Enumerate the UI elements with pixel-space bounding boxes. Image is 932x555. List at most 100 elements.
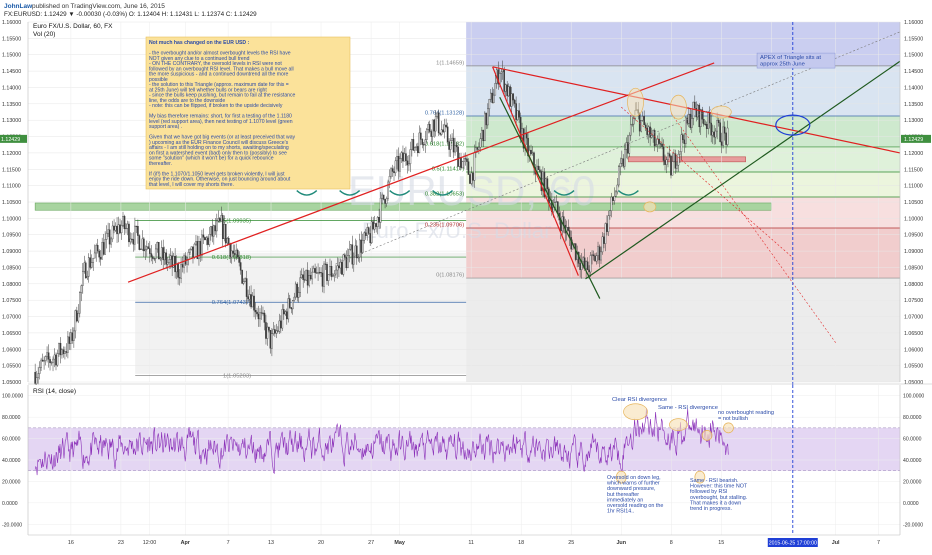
rsi-polyline — [34, 408, 729, 476]
candle-body — [622, 158, 625, 167]
price-axis[interactable]: 1.16000 1.15500 1.15000 1.14500 1.14000 1.135… — [899, 20, 932, 386]
candle-body — [186, 258, 188, 265]
candle-body — [582, 257, 584, 262]
candle-body — [381, 194, 383, 199]
candle-body — [598, 246, 601, 261]
left-last-price-badge — [0, 134, 27, 143]
candle-body — [720, 141, 723, 146]
candle-body — [177, 263, 179, 278]
candle-body — [412, 139, 415, 151]
candle-body — [81, 270, 84, 286]
candle-body — [330, 266, 333, 277]
same-rsi-divergence-label: Same - RSI divergence — [658, 405, 718, 411]
candle-body — [503, 69, 506, 92]
candle-body — [181, 264, 184, 268]
note-line: - the solution to this Triangle (approx.… — [149, 82, 289, 88]
publisher-user[interactable]: JohnLaw — [4, 3, 33, 10]
candle-body — [510, 93, 513, 107]
candle-body — [673, 153, 675, 162]
candle-body — [710, 122, 712, 136]
candle-body — [146, 246, 148, 250]
left-price-tick-label: 1.09500 — [2, 233, 21, 239]
analysis-note[interactable]: Not much has changed on the EUR USD : - t… — [145, 36, 351, 190]
candle-body — [256, 311, 258, 315]
candle-body — [384, 199, 386, 204]
candle-body — [150, 253, 153, 257]
rsi-grid — [28, 383, 932, 535]
candle-body — [443, 124, 446, 133]
candle-body — [670, 155, 672, 176]
watermark-name: Euro Fx/U.S. Dollar — [362, 218, 552, 243]
candle-body — [341, 262, 343, 275]
candle-body — [449, 140, 452, 150]
candle-body — [686, 117, 689, 124]
rsi-highlight-ellipse — [615, 470, 627, 484]
candle-body — [466, 158, 468, 162]
candle-body — [248, 294, 251, 300]
candle-body — [192, 246, 194, 258]
candle-body — [420, 132, 422, 140]
candle-body — [475, 147, 477, 153]
apex-label: approx 25th June — [760, 62, 805, 68]
candle-body — [656, 138, 659, 145]
candle-body — [372, 221, 374, 230]
candle-body — [111, 225, 114, 240]
note-line: My bias therefore remains: short, for fi… — [149, 114, 292, 120]
rsi-band — [28, 427, 900, 471]
fib-level-label: 0.5(1.09935) — [218, 218, 251, 224]
time-tick-label: May — [394, 540, 405, 546]
cup-arc — [553, 190, 575, 196]
candle-body — [446, 126, 449, 143]
candle-body — [165, 252, 167, 265]
candle-body — [208, 234, 211, 245]
note-line: - note: this can be flipped, if broken t… — [149, 103, 283, 109]
volume-indicator-label: Vol (20) — [33, 31, 55, 38]
note-line: Not much has changed on the EUR USD : — [149, 40, 249, 46]
candle-body — [242, 281, 245, 284]
left-price-tick-label: 1.06000 — [2, 347, 21, 353]
candle-body — [606, 223, 608, 232]
candle-body — [211, 226, 214, 237]
candle-body — [291, 300, 294, 310]
rsi-bearish-note: That makes it a down — [690, 500, 741, 506]
rsi-tick-label: 40.0000 — [903, 458, 922, 464]
candle-body — [601, 236, 604, 253]
candle-body — [43, 360, 45, 362]
candle-body — [415, 146, 418, 148]
candle-body — [262, 312, 264, 314]
candle-body — [190, 246, 193, 250]
candle-body — [207, 237, 209, 245]
price-tick-label: 1.06500 — [904, 331, 923, 337]
price-pane: EURUSD, 60 Euro Fx/U.S. Dollar 1(1.14659… — [28, 21, 901, 535]
candle-body — [388, 176, 391, 183]
candle-body — [64, 351, 66, 355]
candle-body — [609, 210, 611, 216]
candle-body — [390, 168, 392, 177]
candle-body — [302, 274, 304, 280]
candle-body — [539, 169, 541, 172]
candle-body — [464, 158, 467, 160]
candle-body — [116, 225, 118, 235]
candle-body — [653, 130, 656, 147]
time-axis[interactable]: 162312:00Apr7132027May111825Jun81522Jul7… — [28, 534, 900, 550]
candle-body — [44, 356, 47, 361]
candle-body — [501, 69, 504, 73]
candle-body — [512, 93, 514, 101]
price-tick-label: 1.16000 — [904, 20, 923, 26]
rsi-highlight-ellipse — [669, 418, 688, 431]
candle-body — [171, 255, 173, 268]
candle-body — [509, 86, 511, 107]
candle-body — [610, 196, 613, 211]
candle-body — [89, 257, 92, 268]
rsi-axis[interactable]: 100.0000 100.0000 80.0000 80.0000 60.0000 60.… — [2, 385, 932, 535]
candle-body — [99, 256, 102, 260]
rsi-line — [34, 408, 729, 476]
candle-body — [198, 241, 200, 260]
candle-body — [482, 129, 485, 142]
candle-body — [695, 108, 698, 118]
candle-body — [271, 333, 273, 349]
note-line: at 25th June) will tell whether bulls or… — [149, 87, 267, 93]
candle-body — [469, 174, 471, 184]
candle-body — [342, 254, 345, 275]
left-price-tick-label: 1.13000 — [2, 118, 21, 124]
